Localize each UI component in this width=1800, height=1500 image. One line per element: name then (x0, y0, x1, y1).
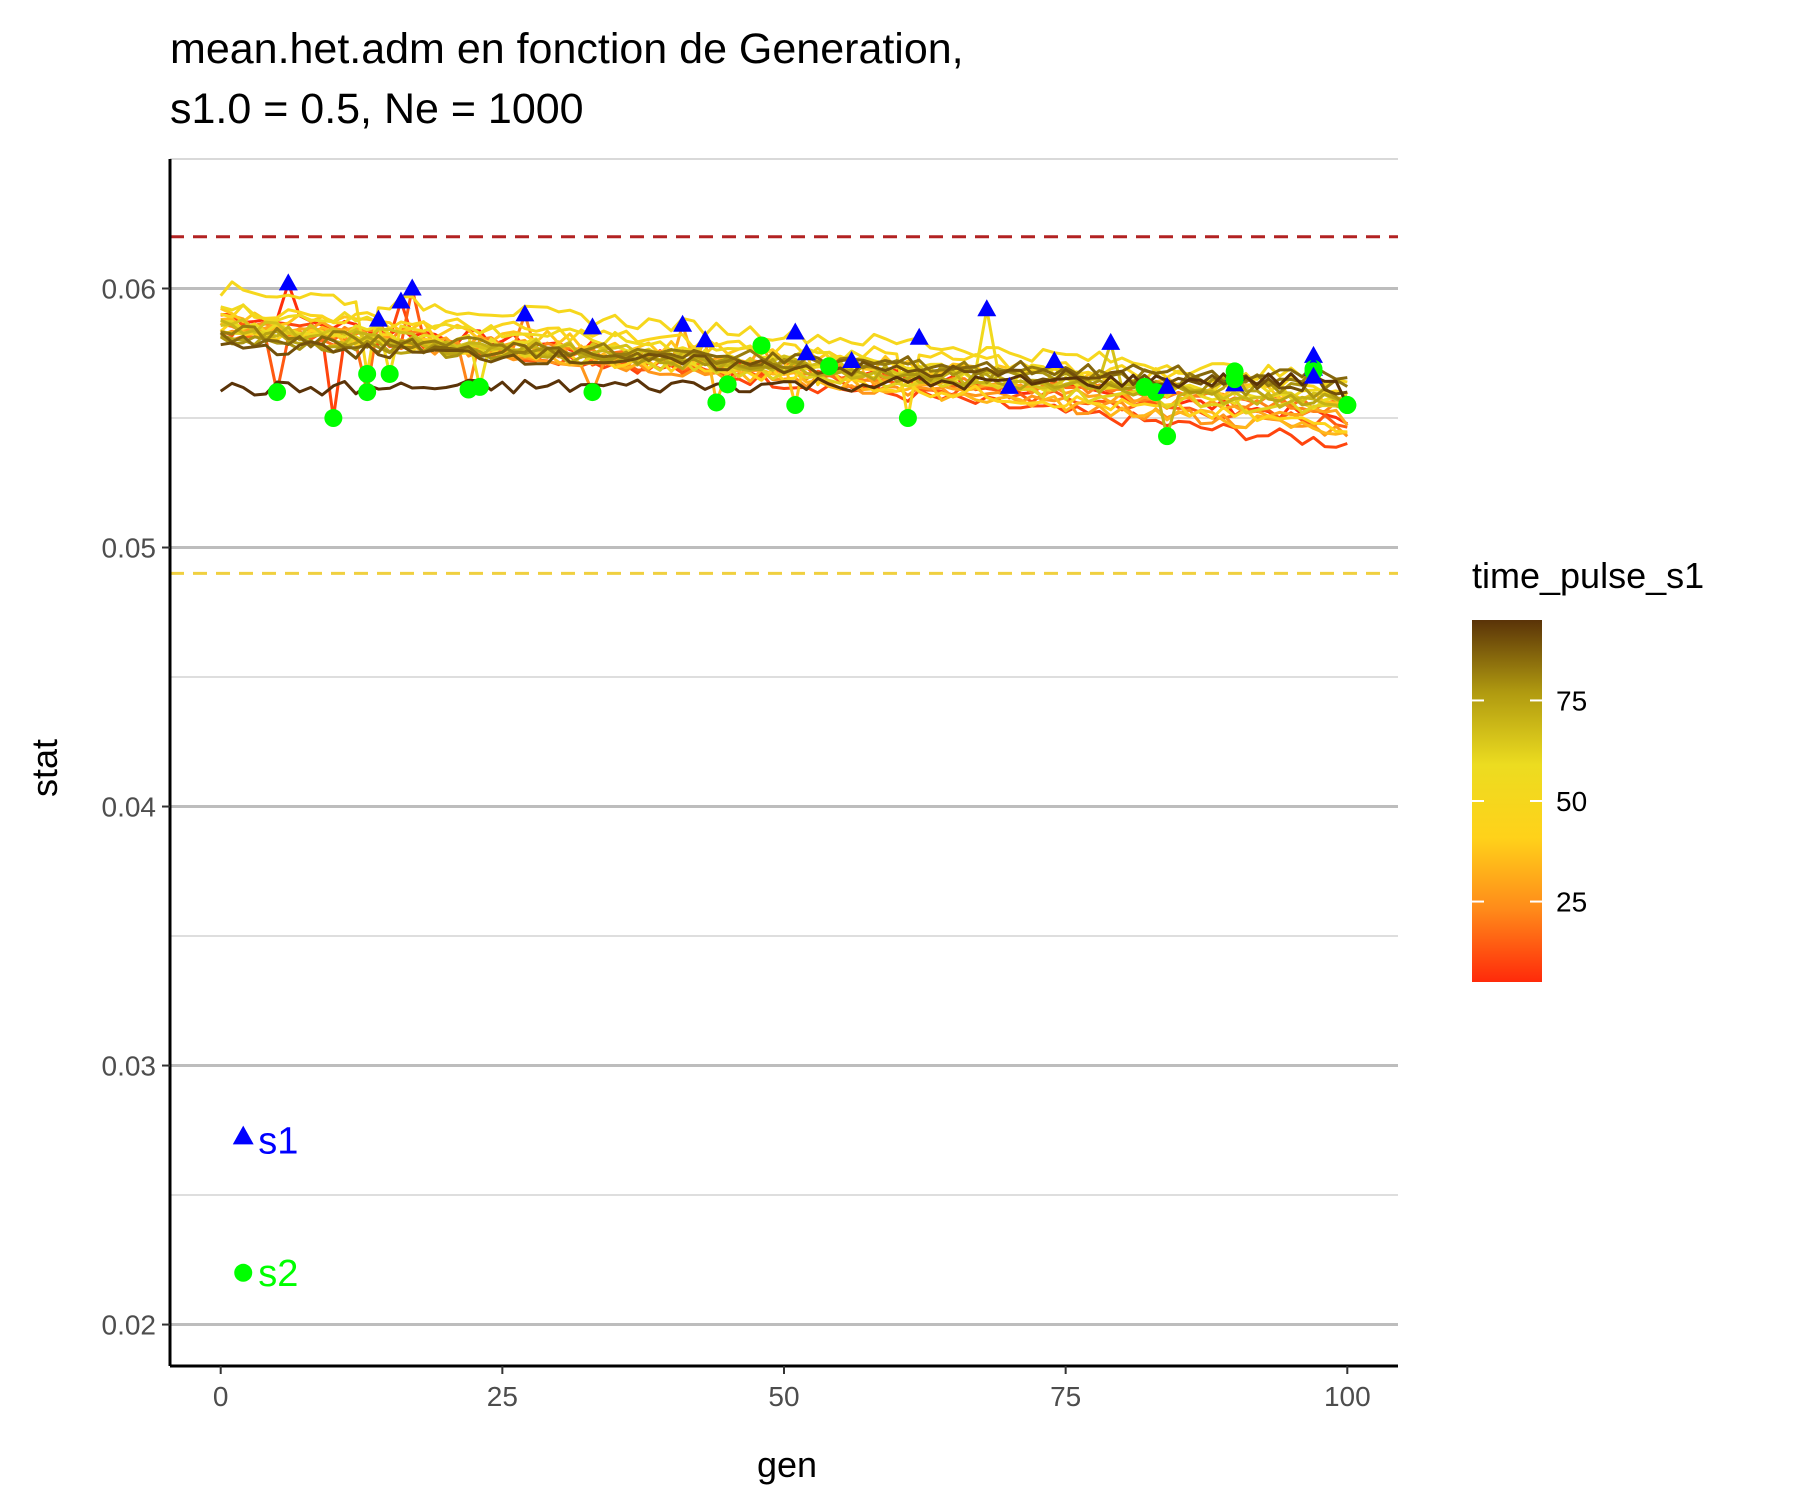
reference-lines (170, 235, 1398, 575)
s1-marker (909, 327, 929, 345)
y-tick-label: 0.03 (102, 1051, 157, 1082)
s1-marker (582, 317, 602, 335)
s1-marker (999, 376, 1019, 394)
axes (162, 159, 1398, 1374)
legend-tick-label: 25 (1556, 887, 1587, 918)
s1-marker (977, 299, 997, 317)
s2-marker (707, 393, 726, 412)
s1-legend-marker (232, 1125, 254, 1145)
series-line-pulse-86 (219, 331, 1348, 384)
s1-marker (368, 309, 388, 327)
s1-marker (797, 343, 817, 361)
s1-marker (1101, 332, 1121, 350)
series-markers (268, 273, 1357, 446)
s2-marker (718, 375, 737, 394)
s2-marker (380, 364, 399, 383)
legend-tick-label: 50 (1556, 786, 1587, 817)
s2-marker (268, 383, 287, 402)
s2-marker (786, 396, 805, 415)
s1-marker (842, 351, 862, 369)
s2-marker (898, 409, 917, 428)
y-tick-label: 0.05 (102, 533, 157, 564)
s1-marker (695, 330, 715, 348)
s2-marker (583, 383, 602, 402)
s1-marker (673, 314, 693, 332)
grid-lines (170, 158, 1398, 1327)
s2-marker (1338, 396, 1357, 415)
marker-annotations: s1 s2 (232, 1121, 298, 1295)
x-tick-label: 0 (213, 1381, 229, 1412)
y-tick-label: 0.04 (102, 792, 157, 823)
s1-marker (1157, 376, 1177, 394)
s1-marker (1304, 366, 1324, 384)
s2-marker (358, 364, 377, 383)
s2-marker (470, 377, 489, 396)
chart-title-line-2: s1.0 = 0.5, Ne = 1000 (170, 85, 584, 133)
x-tick-label: 100 (1324, 1381, 1371, 1412)
y-axis-title: stat (24, 739, 65, 797)
x-tick-label: 25 (487, 1381, 518, 1412)
series-lines (219, 280, 1349, 449)
s2-marker (820, 357, 839, 376)
s2-marker (1158, 427, 1177, 446)
y-tick-label: 0.02 (102, 1310, 157, 1341)
x-tick-label: 75 (1050, 1381, 1081, 1412)
legend-tick-label: 75 (1556, 685, 1587, 716)
series-line-pulse-95 (219, 372, 1349, 406)
s1-marker (391, 291, 411, 309)
s1-marker (402, 278, 422, 296)
s2-marker (358, 383, 377, 402)
x-axis-title: gen (757, 1444, 817, 1485)
y-tick-label: 0.06 (102, 274, 157, 305)
s2-legend-marker (234, 1263, 253, 1282)
s2-label: s2 (258, 1253, 298, 1295)
s1-marker (515, 304, 535, 322)
color-legend: time_pulse_s1 25 50 75 (1472, 555, 1704, 982)
tick-labels: 0.02 0.03 0.04 0.05 0.06 0 25 50 75 100 (102, 274, 1371, 1412)
s1-marker (1044, 351, 1064, 369)
s2-marker (1225, 370, 1244, 389)
s2-marker (324, 409, 343, 428)
s2-marker (752, 336, 771, 355)
s1-marker (278, 273, 298, 291)
legend-title: time_pulse_s1 (1472, 555, 1704, 596)
chart-title-line-1: mean.het.adm en fonction de Generation, (170, 25, 964, 73)
chart-title: mean.het.adm en fonction de Generation, … (170, 25, 964, 133)
s1-marker (1304, 345, 1324, 363)
series-line-pulse-50 (219, 280, 1348, 387)
s2-marker (1146, 383, 1165, 402)
s1-marker (785, 322, 805, 340)
s1-label: s1 (258, 1121, 298, 1163)
x-tick-label: 50 (768, 1381, 799, 1412)
